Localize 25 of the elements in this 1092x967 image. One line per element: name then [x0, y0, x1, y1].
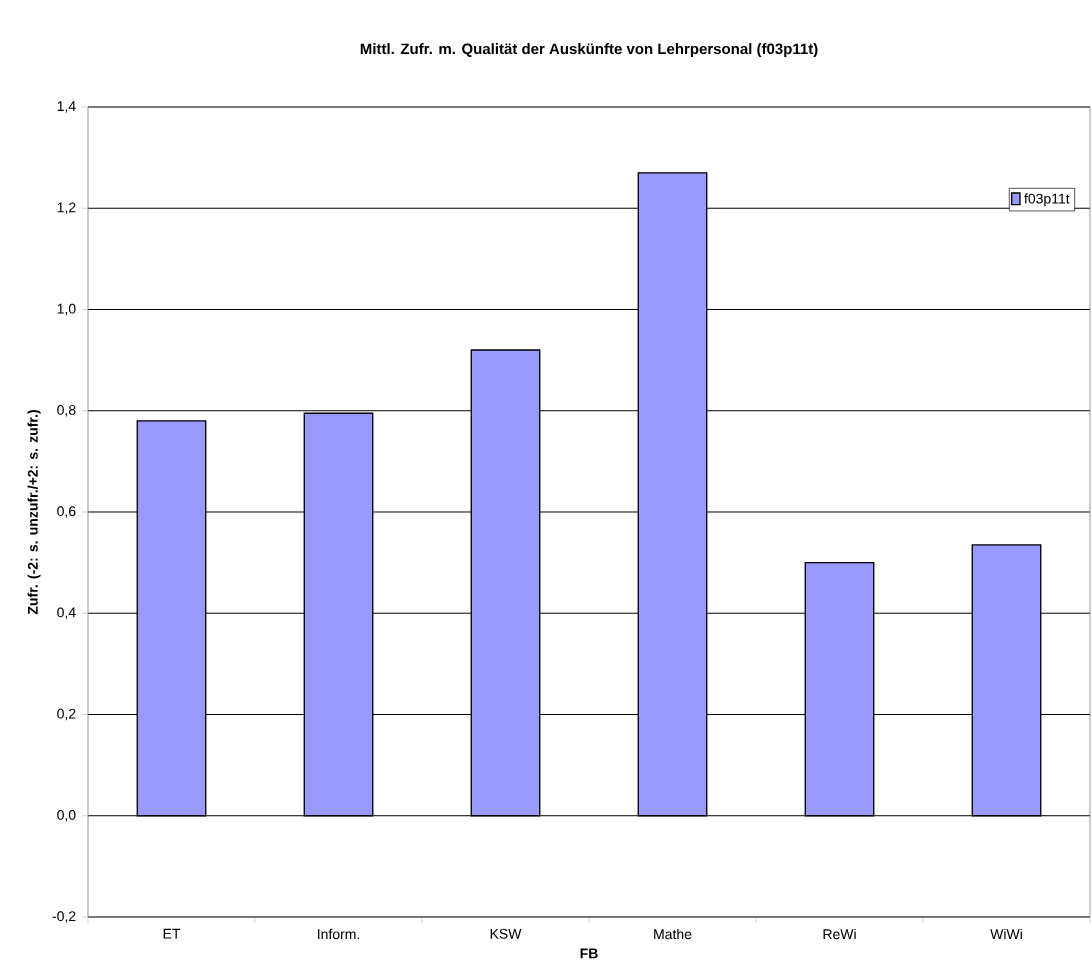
y-tick-label: 0,6 — [57, 506, 76, 518]
x-tick-label: Mathe — [654, 928, 692, 940]
x-tick-label: WiWi — [990, 928, 1022, 940]
y-tick-label: 0,4 — [57, 607, 76, 620]
x-axis-title: FB — [580, 948, 598, 959]
bar — [303, 412, 374, 817]
x-tick-label: Inform. — [318, 928, 360, 940]
bar — [136, 420, 207, 817]
bar — [637, 172, 708, 817]
y-axis-title: Zufr. (-2: s. unzufr./+2: s. zufr.) — [27, 410, 41, 615]
y-tick-label: 1,4 — [57, 101, 76, 113]
y-tick-label: 0,8 — [57, 404, 76, 417]
x-tick-label: ReWi — [823, 928, 856, 940]
legend-label: f03p11t — [1024, 193, 1070, 207]
bar — [971, 544, 1042, 817]
x-tick-label: ET — [163, 928, 181, 939]
x-tick-label: KSW — [490, 928, 522, 939]
y-tick-label: 1,2 — [57, 202, 76, 215]
y-tick-label: -0,2 — [52, 911, 76, 923]
y-tick-label: 0,2 — [57, 708, 76, 721]
y-tick-label: 1,0 — [57, 303, 76, 316]
bar — [804, 561, 875, 817]
chart-title: Mittl. Zufr. m. Qualität der Auskünfte von Lehrpersonal (f03p11t) — [360, 43, 818, 58]
y-tick-label: 0,0 — [57, 809, 76, 822]
bar — [470, 349, 541, 817]
